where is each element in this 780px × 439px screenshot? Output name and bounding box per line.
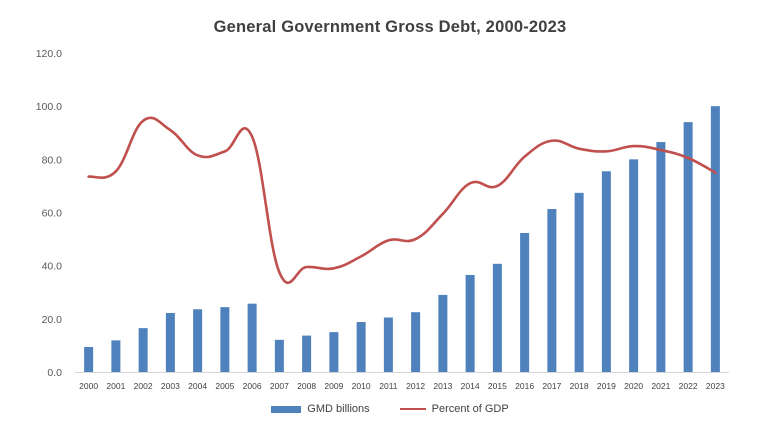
legend-label-bars: GMD billions	[307, 403, 370, 415]
x-tick-label: 2006	[243, 381, 262, 391]
bar-2016	[520, 232, 530, 372]
x-tick-label: 2009	[324, 381, 343, 391]
bar-2008	[302, 335, 312, 372]
bar-2022	[683, 122, 693, 372]
bar-2019	[601, 171, 611, 372]
bar-2023	[710, 106, 720, 373]
legend-label-line: Percent of GDP	[431, 403, 509, 415]
legend-item-line: Percent of GDP	[399, 403, 509, 415]
x-tick-label: 2014	[461, 381, 480, 391]
legend-swatch-bar	[271, 405, 302, 413]
legend-item-bars: GMD billions	[271, 403, 370, 415]
legend: GMD billions Percent of GDP	[0, 403, 780, 415]
legend-swatch-line	[399, 408, 426, 410]
bar-2018	[574, 192, 584, 372]
percent-of-gdp-line	[87, 116, 717, 284]
bar-2007	[274, 339, 284, 372]
bar-2002	[138, 328, 148, 372]
x-tick-label: 2008	[297, 381, 316, 391]
x-tick-label: 2015	[488, 381, 507, 391]
x-tick-label: 2019	[597, 381, 616, 391]
x-tick-label: 2003	[161, 381, 180, 391]
x-tick-label: 2018	[570, 381, 589, 391]
x-tick-label: 2023	[706, 381, 725, 391]
x-tick-label: 2016	[515, 381, 534, 391]
bar-2013	[438, 294, 448, 372]
x-tick-label: 2017	[542, 381, 561, 391]
line-series	[87, 116, 717, 284]
x-tick-label: 2010	[352, 381, 371, 391]
bar-2017	[547, 209, 557, 372]
x-axis: 2000 2001 2002 2003 2004 2005 2006 2007 2008 2009…	[75, 372, 729, 391]
x-tick-label: 2007	[270, 381, 289, 391]
bar-2010	[356, 322, 366, 372]
chart-title: General Government Gross Debt, 2000-2023	[213, 18, 567, 36]
bar-2006	[247, 303, 257, 372]
y-tick-label: 80.0	[42, 154, 63, 166]
x-tick-label: 2011	[379, 381, 398, 391]
bar-2015	[492, 263, 502, 372]
bar-2000	[84, 347, 94, 372]
x-tick-label: 2004	[188, 381, 207, 391]
x-tick-label: 2013	[433, 381, 452, 391]
y-tick-label: 0.0	[47, 367, 62, 379]
bar-series	[84, 106, 720, 373]
bar-2004	[193, 309, 203, 372]
y-axis: 0.0 20.0 40.0 60.0 80.0 100.0 120.0	[36, 48, 62, 379]
bar-2009	[329, 332, 339, 372]
bar-2021	[656, 142, 666, 372]
x-tick-label: 2020	[624, 381, 643, 391]
x-tick-label: 2002	[134, 381, 153, 391]
y-tick-label: 40.0	[42, 261, 63, 273]
y-tick-label: 100.0	[36, 101, 62, 113]
bar-2011	[383, 317, 393, 372]
bar-2012	[411, 312, 421, 372]
bar-2005	[220, 307, 230, 372]
x-tick-label: 2022	[679, 381, 698, 391]
x-tick-label: 2012	[406, 381, 425, 391]
x-tick-label: 2021	[651, 381, 670, 391]
x-tick-label: 2000	[79, 381, 98, 391]
x-tick-label: 2001	[106, 381, 125, 391]
y-tick-label: 20.0	[42, 314, 63, 326]
bar-2014	[465, 274, 475, 372]
bar-2001	[111, 340, 121, 372]
bar-2020	[629, 159, 639, 372]
y-tick-label: 120.0	[36, 48, 62, 60]
bar-2003	[165, 312, 175, 372]
y-tick-label: 60.0	[42, 208, 63, 220]
x-tick-label: 2005	[215, 381, 234, 391]
